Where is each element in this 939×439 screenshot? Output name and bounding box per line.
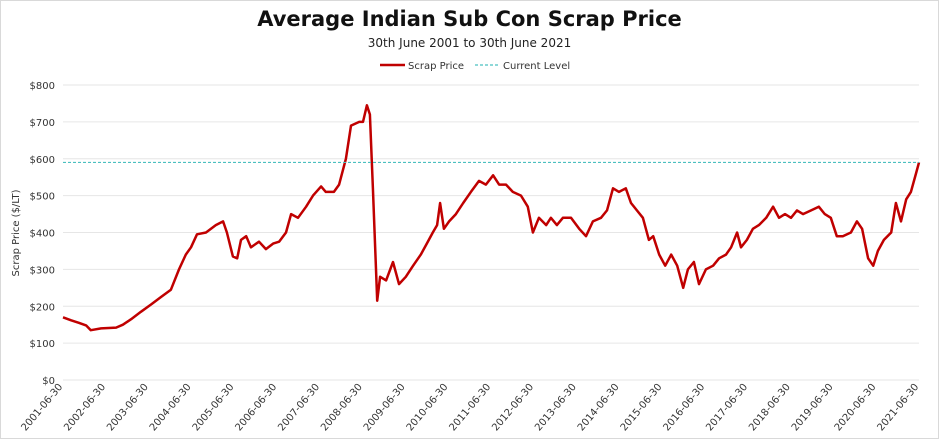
x-tick-label: 2021-06-30 — [876, 382, 922, 434]
x-tick-label: 2001-06-30 — [20, 382, 66, 434]
legend-scrap-label: Scrap Price — [408, 61, 464, 72]
x-tick-label: 2003-06-30 — [105, 382, 151, 434]
y-tick-label: $400 — [30, 229, 55, 240]
x-tick-label: 2018-06-30 — [747, 382, 793, 434]
x-tick-label: 2020-06-30 — [833, 382, 879, 434]
y-tick-label: $100 — [30, 339, 55, 350]
chart-title: Average Indian Sub Con Scrap Price — [257, 7, 682, 31]
x-tick-label: 2016-06-30 — [662, 382, 708, 434]
legend: Scrap Price Current Level — [380, 61, 570, 72]
x-tick-label: 2017-06-30 — [704, 382, 750, 434]
x-tick-label: 2012-06-30 — [490, 382, 536, 434]
legend-current-label: Current Level — [503, 61, 570, 72]
scrap-price-line — [62, 104, 921, 332]
x-tick-label: 2007-06-30 — [276, 382, 322, 434]
x-tick-label: 2005-06-30 — [191, 382, 237, 434]
y-axis-label: Scrap Price ($/LT) — [11, 189, 22, 276]
y-tick-label: $600 — [30, 155, 55, 166]
x-tick-label: 2015-06-30 — [619, 382, 665, 434]
chart-subtitle: 30th June 2001 to 30th June 2021 — [367, 36, 572, 50]
x-tick-label: 2002-06-30 — [62, 382, 108, 434]
y-tick-label: $700 — [30, 118, 55, 129]
y-tick-label: $200 — [30, 302, 55, 313]
x-tick-label: 2006-06-30 — [234, 382, 280, 434]
x-tick-label: 2019-06-30 — [790, 382, 836, 434]
x-tick-label: 2004-06-30 — [148, 382, 194, 434]
x-tick-label: 2009-06-30 — [362, 382, 408, 434]
x-tick-label: 2014-06-30 — [576, 382, 622, 434]
x-tick-label: 2013-06-30 — [533, 382, 579, 434]
x-tick-label: 2008-06-30 — [319, 382, 365, 434]
y-tick-label: $300 — [30, 265, 55, 276]
y-tick-label: $500 — [30, 192, 55, 203]
x-tick-label: 2011-06-30 — [448, 382, 494, 434]
x-tick-label: 2010-06-30 — [405, 382, 451, 434]
y-tick-label: $0 — [42, 376, 55, 387]
y-tick-label: $800 — [30, 81, 55, 92]
